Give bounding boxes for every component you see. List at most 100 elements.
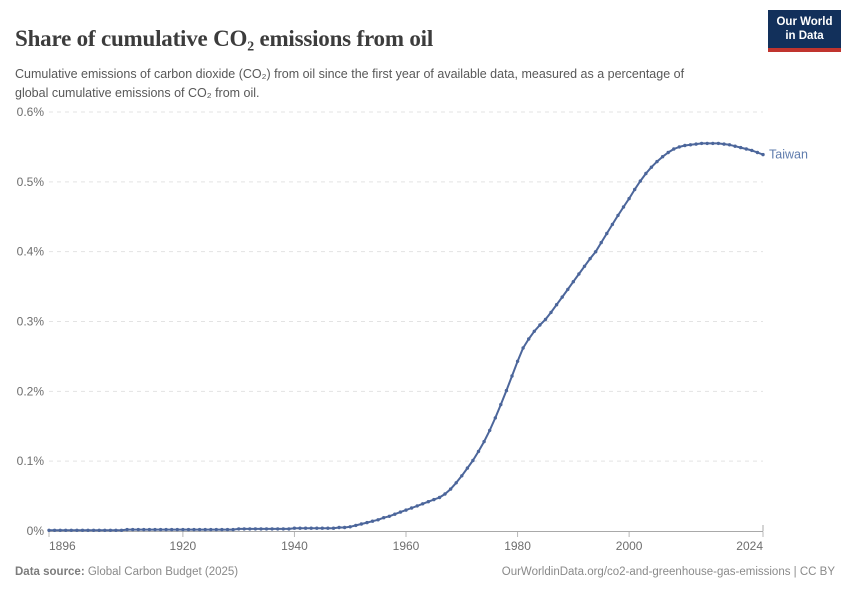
data-point[interactable] (683, 143, 687, 148)
data-point[interactable] (80, 528, 85, 532)
data-point[interactable] (426, 500, 430, 504)
data-point[interactable] (370, 519, 375, 523)
data-point[interactable] (543, 317, 548, 322)
data-point[interactable] (58, 528, 62, 532)
data-point[interactable] (549, 310, 553, 315)
data-point[interactable] (103, 528, 107, 532)
data-point[interactable] (633, 187, 637, 192)
data-point[interactable] (610, 222, 615, 227)
data-point[interactable] (181, 527, 185, 532)
data-point[interactable] (63, 528, 68, 532)
data-point[interactable] (476, 449, 481, 454)
data-point[interactable] (621, 205, 626, 209)
data-point[interactable] (125, 527, 129, 532)
data-point[interactable] (727, 143, 732, 147)
data-point[interactable] (437, 495, 442, 500)
data-point[interactable] (175, 527, 179, 532)
data-point[interactable] (259, 527, 263, 531)
data-point[interactable] (532, 329, 536, 333)
data-point[interactable] (666, 150, 670, 155)
data-point[interactable] (52, 528, 57, 532)
data-point[interactable] (566, 287, 570, 292)
data-point[interactable] (359, 522, 364, 526)
series-label-taiwan[interactable]: Taiwan (769, 148, 808, 162)
data-point[interactable] (393, 512, 397, 516)
data-point[interactable] (616, 213, 620, 218)
data-point[interactable] (655, 159, 659, 164)
data-point[interactable] (164, 527, 168, 532)
data-point[interactable] (136, 527, 140, 532)
data-point[interactable] (147, 527, 152, 532)
data-point[interactable] (320, 526, 324, 530)
data-point[interactable] (699, 141, 704, 146)
data-point[interactable] (722, 142, 726, 146)
data-point[interactable] (644, 171, 648, 176)
data-point[interactable] (281, 527, 285, 531)
data-point[interactable] (114, 528, 118, 532)
data-point[interactable] (560, 295, 564, 299)
data-point[interactable] (744, 147, 748, 151)
data-point[interactable] (365, 520, 369, 525)
data-point[interactable] (242, 527, 246, 531)
data-point[interactable] (750, 148, 754, 153)
data-point[interactable] (761, 152, 765, 157)
data-point[interactable] (493, 416, 497, 420)
data-point[interactable] (454, 481, 458, 485)
data-point[interactable] (582, 264, 587, 268)
data-point[interactable] (108, 528, 113, 532)
data-point[interactable] (515, 359, 520, 363)
data-point[interactable] (142, 527, 146, 532)
data-point[interactable] (131, 527, 135, 532)
data-point[interactable] (170, 527, 174, 532)
data-point[interactable] (627, 196, 631, 201)
data-point[interactable] (716, 141, 721, 146)
data-point[interactable] (303, 526, 308, 530)
data-point[interactable] (91, 528, 96, 532)
data-point[interactable] (672, 147, 676, 151)
data-point[interactable] (315, 526, 319, 530)
data-point[interactable] (382, 516, 386, 520)
data-point[interactable] (231, 527, 235, 532)
data-point[interactable] (264, 527, 269, 531)
data-point[interactable] (376, 518, 380, 522)
data-point[interactable] (739, 145, 743, 150)
data-point[interactable] (499, 402, 503, 407)
data-point[interactable] (421, 502, 425, 506)
data-point[interactable] (119, 528, 124, 532)
data-point[interactable] (554, 303, 559, 307)
data-point[interactable] (448, 487, 453, 491)
data-point[interactable] (705, 141, 709, 146)
data-point[interactable] (158, 527, 163, 532)
data-point[interactable] (387, 514, 391, 518)
data-point[interactable] (660, 155, 665, 159)
data-point[interactable] (482, 439, 486, 444)
data-point[interactable] (638, 179, 642, 183)
data-point[interactable] (337, 525, 341, 530)
data-point[interactable] (237, 527, 241, 531)
data-point[interactable] (287, 527, 291, 531)
data-point[interactable] (465, 466, 470, 470)
data-point[interactable] (432, 497, 436, 502)
data-point[interactable] (398, 510, 403, 514)
data-point[interactable] (510, 374, 514, 378)
data-point[interactable] (69, 528, 74, 532)
data-point[interactable] (270, 527, 274, 531)
data-point[interactable] (443, 492, 447, 496)
data-point[interactable] (326, 526, 330, 530)
credit-link[interactable]: OurWorldinData.org/co2-and-greenhouse-ga… (501, 566, 835, 578)
taiwan-line[interactable] (49, 142, 764, 532)
data-point[interactable] (276, 527, 280, 531)
data-point[interactable] (755, 150, 760, 155)
data-point[interactable] (404, 508, 408, 512)
data-point[interactable] (75, 528, 79, 532)
data-point[interactable] (694, 142, 698, 146)
data-point[interactable] (415, 504, 419, 508)
data-point[interactable] (209, 527, 213, 532)
data-point[interactable] (47, 528, 51, 532)
data-point[interactable] (571, 280, 575, 284)
data-point[interactable] (292, 526, 297, 530)
data-point[interactable] (253, 527, 258, 531)
data-point[interactable] (504, 388, 509, 393)
data-point[interactable] (197, 527, 202, 532)
data-point[interactable] (527, 337, 531, 341)
